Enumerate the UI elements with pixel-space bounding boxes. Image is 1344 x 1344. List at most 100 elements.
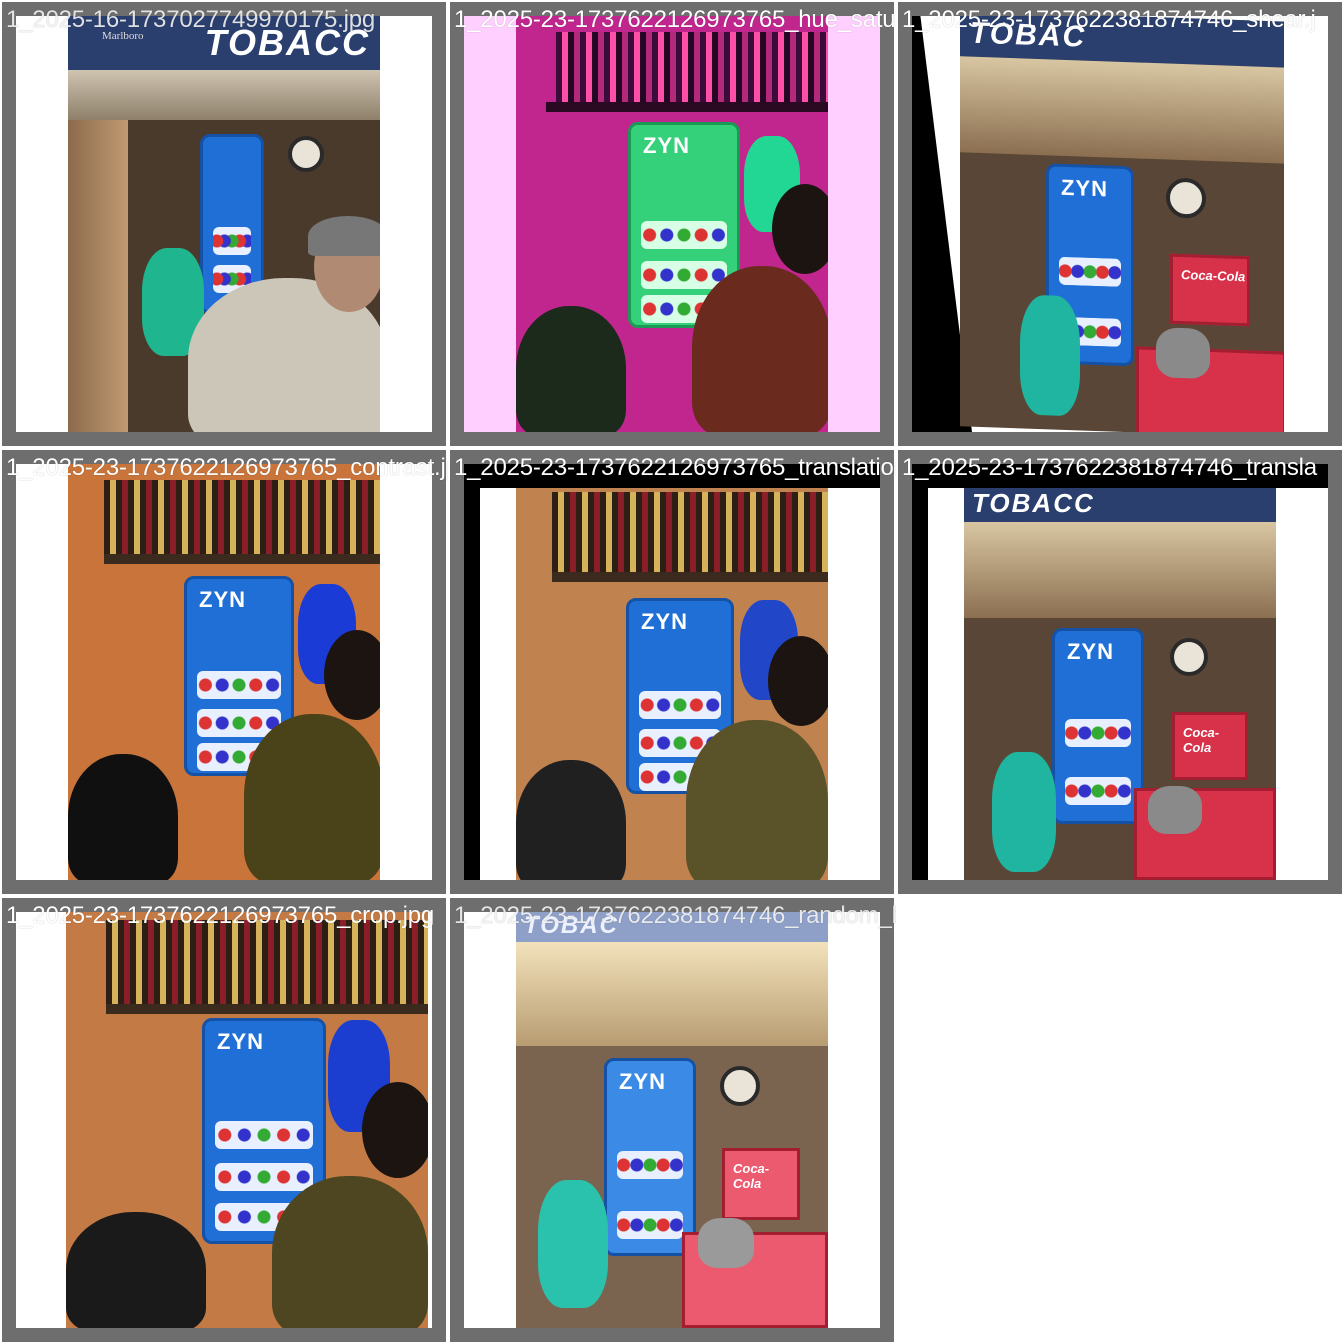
gray-hair [308, 216, 380, 256]
zyn-logo: ZYN [643, 133, 690, 158]
man-in-brown [692, 266, 828, 432]
man-head [324, 630, 380, 720]
brand-label: Marlboro [102, 30, 144, 42]
grid-tile-4[interactable]: ZYN 1_2025-23-1737622126973765_contrast.… [0, 448, 448, 896]
awning [960, 56, 1288, 164]
shop-banner: TOBAC [516, 912, 828, 942]
banner-text: TOBACC [972, 488, 1095, 518]
zyn-logo: ZYN [619, 1069, 666, 1094]
tile-photo: ZYN [516, 16, 828, 432]
seated-man [68, 754, 178, 880]
zyn-logo: ZYN [1067, 639, 1114, 664]
zyn-slot-row [215, 1121, 313, 1149]
zyn-slot-row [617, 1151, 683, 1179]
grid-tile-7[interactable]: ZYN 1_2025-23-1737622126973765_crop.jpg [0, 896, 448, 1344]
translation-border-top [464, 464, 880, 488]
tile-caption: 1_2025-23-1737622381874746_transla [902, 454, 1317, 481]
grid-tile-5[interactable]: ZYN 1_2025-23-1737622126973765_translati… [448, 448, 896, 896]
coca-cola-crate: Coca-Cola [722, 1148, 800, 1220]
zyn-logo: ZYN [199, 587, 246, 612]
zyn-slot-row [1059, 256, 1121, 287]
zyn-slot-row [1065, 719, 1131, 747]
green-plastic-bag [1020, 294, 1080, 417]
tile-photo: TOBACC ZYN Coca-Cola [964, 488, 1276, 880]
seated-man [66, 1212, 206, 1328]
zyn-slot-row [639, 691, 721, 719]
zyn-logo: ZYN [641, 609, 688, 634]
zyn-slot-row [197, 671, 281, 699]
grid-tile-1[interactable]: Marlboro TOBACC 1_2025-16-17370277499701… [0, 0, 448, 448]
shelf [104, 554, 380, 564]
translation-border-left [912, 464, 928, 880]
translation-border-left [464, 464, 480, 880]
coca-cola-crate: Coca-Cola [1170, 253, 1250, 327]
grid-tile-6[interactable]: TOBACC ZYN Coca-Cola 1_2025-23-173762238… [896, 448, 1344, 896]
tile-caption: 1_2025-23-1737622126973765_translation [454, 454, 896, 481]
tile-canvas: ZYN [16, 912, 432, 1328]
tile-photo: TOBAC ZYN Coca-Cola [516, 912, 828, 1328]
grid-tile-8[interactable]: TOBAC ZYN Coca-Cola 1_2025-23-1737622381… [448, 896, 896, 1344]
tile-caption: 1_2025-23-1737622126973765_hue_saturatio… [454, 6, 896, 33]
shop-banner: Marlboro TOBACC [68, 16, 380, 70]
tile-canvas: TOBACC ZYN Coca-Cola [912, 464, 1328, 880]
bottle-shelf [104, 480, 380, 554]
shelf [546, 102, 828, 112]
crate-label: Coca-Cola [1183, 725, 1220, 755]
awning [964, 522, 1276, 618]
tile-canvas: TOBAC ZYN Coca-Cola [464, 912, 880, 1328]
gray-plastic-bag [1148, 786, 1202, 834]
man-head [768, 636, 828, 726]
zyn-logo: ZYN [217, 1029, 264, 1054]
man-head [362, 1082, 428, 1178]
tile-photo: Marlboro TOBACC [68, 16, 380, 432]
tile-caption: 1_2025-23-1737622126973765_contrast.jpg [6, 454, 448, 481]
zyn-display: ZYN [1052, 628, 1144, 824]
zyn-slot-row [1065, 777, 1131, 805]
tile-canvas: Marlboro TOBACC [16, 16, 432, 432]
tile-canvas: TOBAC ZYN Coca-Cola [912, 16, 1328, 432]
tile-canvas: ZYN [16, 464, 432, 880]
green-plastic-bag [992, 752, 1056, 872]
grid-tile-3[interactable]: TOBAC ZYN Coca-Cola 1_2025-23-1737622381… [896, 0, 1344, 448]
tile-caption: 1_2025-16-1737027749970175.jpg [6, 6, 376, 33]
tile-caption: 1_2025-23-1737622381874746_shear.j [902, 6, 1316, 33]
tile-photo: ZYN [68, 464, 380, 880]
tile-photo: TOBAC ZYN Coca-Cola [960, 16, 1288, 432]
margin [1284, 16, 1328, 432]
wall-clock [720, 1066, 760, 1106]
zyn-logo: ZYN [1061, 174, 1108, 202]
gray-plastic-bag [1156, 327, 1210, 380]
tile-canvas: ZYN [464, 464, 880, 880]
zyn-slot-row [213, 227, 251, 255]
grid-tile-2[interactable]: ZYN 1_2025-23-1737622126973765_hue_satur… [448, 0, 896, 448]
tile-canvas: ZYN [464, 16, 880, 432]
zyn-slot-row [215, 1163, 313, 1191]
man-head [772, 184, 828, 274]
zyn-display: ZYN [604, 1058, 696, 1256]
awning [516, 942, 828, 1046]
bottle-shelf [552, 492, 828, 572]
banner-text: TOBAC [524, 912, 619, 939]
banner-text: TOBACC [204, 22, 370, 63]
gray-plastic-bag [698, 1218, 754, 1268]
shop-banner: TOBACC [964, 488, 1276, 522]
man-in-olive [244, 714, 380, 880]
coca-cola-crate-stack [682, 1232, 828, 1328]
coca-cola-crate: Coca-Cola [1172, 712, 1248, 780]
zyn-slot-row [641, 261, 727, 289]
wooden-pillar [68, 120, 128, 432]
crate-label: Coca-Cola [733, 1161, 770, 1191]
shelf [552, 572, 828, 582]
man-in-olive [272, 1176, 428, 1328]
tile-photo: ZYN [516, 488, 828, 880]
tile-photo: ZYN [66, 912, 428, 1328]
wall-clock [1166, 177, 1206, 219]
awning [68, 70, 380, 120]
shelf [106, 1004, 428, 1014]
seated-man [516, 760, 626, 880]
crate-label: Coca-Cola [1181, 266, 1246, 285]
seated-man [516, 306, 626, 432]
translation-border-top [912, 464, 1328, 488]
green-plastic-bag [538, 1180, 608, 1308]
